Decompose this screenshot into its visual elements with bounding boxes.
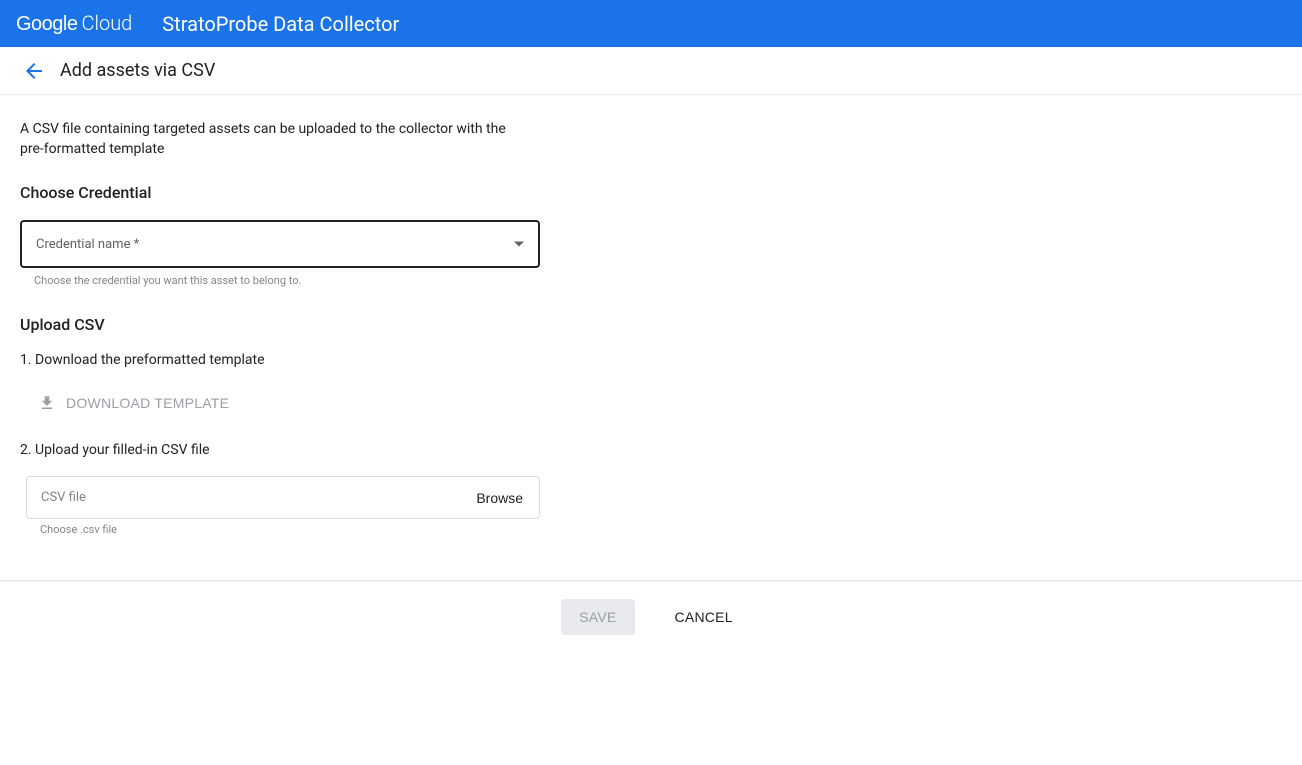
credential-heading: Choose Credential (20, 183, 540, 202)
intro-text: A CSV file containing targeted assets ca… (20, 119, 510, 159)
csv-file-field[interactable]: CSV file Browse (26, 476, 540, 519)
csv-file-placeholder: CSV file (41, 490, 86, 505)
credential-select[interactable]: Credential name * (20, 220, 540, 268)
upload-heading: Upload CSV (20, 315, 540, 334)
arrow-back-icon (22, 59, 46, 83)
browse-button[interactable]: Browse (476, 490, 523, 506)
cancel-button[interactable]: CANCEL (667, 599, 741, 635)
footer-actions: SAVE CANCEL (0, 580, 1302, 653)
page-title: Add assets via CSV (60, 60, 215, 81)
csv-file-hint: Choose .csv file (40, 523, 540, 536)
download-template-label: DOWNLOAD TEMPLATE (66, 395, 229, 411)
chevron-down-icon (514, 242, 524, 247)
logo-google-text: Google (16, 13, 78, 36)
credential-select-label: Credential name * (36, 237, 139, 252)
save-button[interactable]: SAVE (561, 599, 634, 635)
credential-hint: Choose the credential you want this asse… (34, 274, 540, 287)
cloud-logo[interactable]: Google Cloud (16, 11, 132, 36)
upload-step-1: 1. Download the preformatted template (20, 352, 540, 368)
top-bar: Google Cloud StratoProbe Data Collector (0, 0, 1302, 47)
product-name: StratoProbe Data Collector (162, 12, 399, 36)
download-icon (38, 394, 56, 412)
upload-step-2: 2. Upload your filled-in CSV file (20, 442, 540, 458)
page-header: Add assets via CSV (0, 47, 1302, 95)
content-area: A CSV file containing targeted assets ca… (0, 95, 560, 536)
credential-select-wrap: Credential name * (20, 220, 540, 268)
download-template-button[interactable]: DOWNLOAD TEMPLATE (38, 386, 229, 420)
logo-cloud-text: Cloud (82, 11, 133, 35)
back-button[interactable] (16, 53, 52, 89)
